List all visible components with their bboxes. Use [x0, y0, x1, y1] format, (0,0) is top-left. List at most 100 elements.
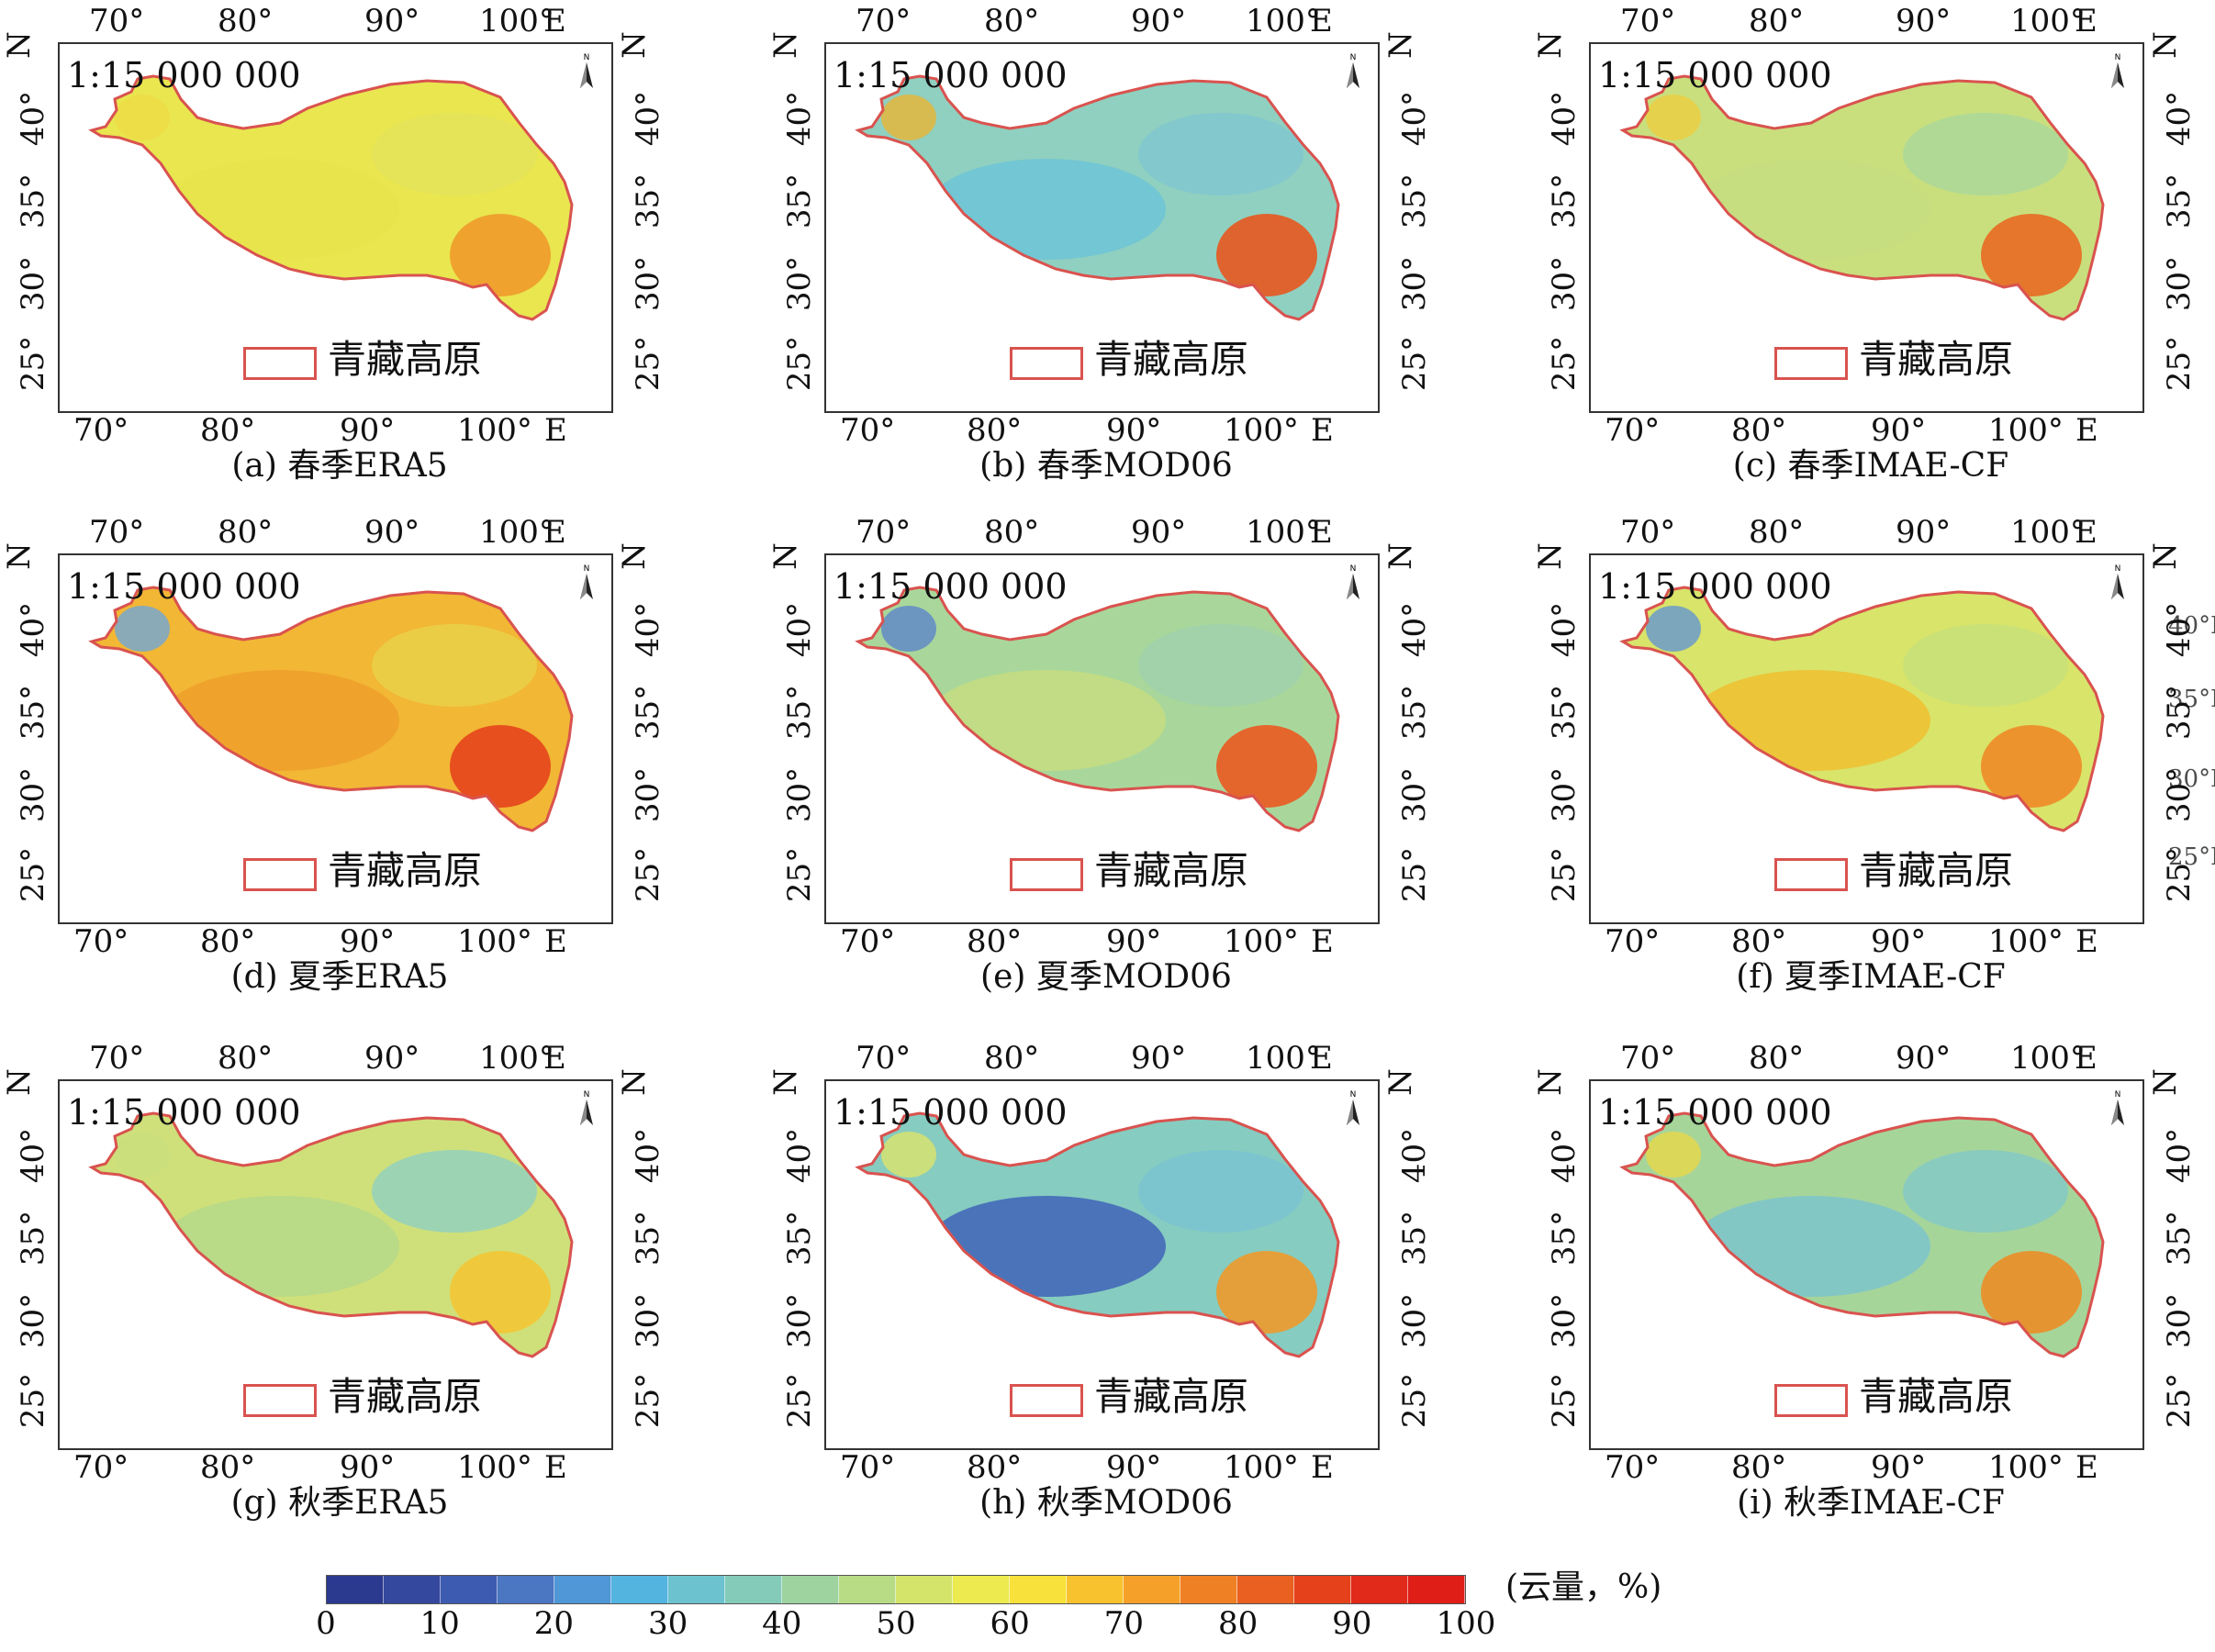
- colorbar-segment: [839, 1576, 896, 1603]
- top-tick: 70°: [856, 3, 912, 39]
- map-panel: 70° 80° 90° 100° E 70° 80° 90° 100° E N 40° 35° 30° 25…: [1531, 511, 2215, 1007]
- right-tick: 40°: [630, 90, 667, 147]
- top-tick: 70°: [89, 514, 145, 551]
- right-tick: 25°: [630, 335, 667, 392]
- panel-caption: (c) 春季IMAE-CF: [1732, 447, 2009, 485]
- right-tick: 40°: [1396, 90, 1434, 147]
- north-letter: N: [2115, 1090, 2121, 1099]
- bottom-tick: 90°: [1871, 412, 1927, 449]
- right-tick: N: [615, 31, 653, 59]
- left-tick: 25°: [1546, 1372, 1583, 1429]
- colorbar-segment: [953, 1576, 1010, 1603]
- north-letter: N: [1350, 564, 1357, 574]
- panel-caption: (b) 春季MOD06: [979, 447, 1233, 485]
- left-tick: 35°: [15, 1210, 52, 1267]
- north-arrow-icon: N: [1347, 1090, 1359, 1125]
- map-panel: 70° 80° 90° 100° E 70° 80° 90° 100° E N 40° 35° 30° 25…: [766, 0, 1446, 496]
- right-tick: 40°: [1396, 1127, 1434, 1184]
- bottom-tick: 90°: [340, 923, 396, 960]
- bottom-tick: E: [544, 923, 567, 960]
- left-tick: 40°: [781, 601, 819, 658]
- top-tick: 80°: [1749, 514, 1805, 551]
- colorbar-tick-label: 50: [876, 1605, 916, 1642]
- panel-caption: (i) 秋季IMAE-CF: [1737, 1484, 2005, 1522]
- colorbar-tick-label: 90: [1332, 1605, 1372, 1642]
- map-frame: 1:15 000 000 N 青藏高原: [1589, 553, 2144, 924]
- colorbar-tick-label: 80: [1217, 1605, 1259, 1642]
- bottom-tick: 90°: [1871, 1449, 1927, 1486]
- north-arrow-icon: N: [580, 53, 593, 88]
- bottom-tick: 100°: [1988, 923, 2064, 960]
- bottom-tick: E: [1311, 412, 1334, 449]
- left-tick: 40°: [781, 90, 819, 147]
- right-tick: 25°: [630, 846, 667, 903]
- cloud-map: [1619, 74, 2105, 321]
- top-tick: E: [1310, 1040, 1333, 1077]
- map-panel: 70° 80° 90° 100° E 70° 80° 90° 100° E N 40° 35° 30° 25…: [0, 0, 679, 496]
- right-tick: 25°: [2161, 1372, 2198, 1429]
- cloud-map: [1619, 586, 2105, 832]
- colorbar-segment: [441, 1576, 498, 1603]
- right-tick: 30°: [1396, 255, 1434, 312]
- panel-caption: (h) 秋季MOD06: [979, 1484, 1233, 1522]
- colorbar-tick-label: 0: [316, 1605, 336, 1642]
- colorbar-tick-label: 20: [533, 1605, 575, 1642]
- left-tick: 35°: [1546, 684, 1583, 741]
- left-tick: 25°: [15, 335, 52, 392]
- left-tick: 30°: [15, 766, 52, 823]
- right-tick: N: [1382, 542, 1419, 570]
- scale-label: 1:15 000 000: [67, 55, 301, 95]
- right-tick: N: [2146, 542, 2184, 570]
- north-letter: N: [2115, 53, 2121, 62]
- legend-label: 青藏高原: [1094, 1374, 1249, 1419]
- bottom-tick: E: [2075, 923, 2098, 960]
- right-tick: 25°: [1396, 335, 1434, 392]
- right-tick: 30°: [2161, 1292, 2198, 1349]
- bottom-tick: 70°: [1605, 1449, 1661, 1486]
- bottom-tick: 100°: [1224, 923, 1299, 960]
- left-tick: 25°: [781, 846, 819, 903]
- colorbar-segment: [1294, 1576, 1351, 1603]
- left-tick: 35°: [781, 1210, 819, 1267]
- right-tick: 35°: [1396, 173, 1434, 229]
- bottom-tick: 80°: [967, 1449, 1023, 1486]
- scale-label: 1:15 000 000: [67, 566, 301, 607]
- scale-label: 1:15 000 000: [1598, 1092, 1832, 1133]
- north-letter: N: [584, 53, 590, 62]
- right-tick: N: [615, 542, 653, 570]
- left-tick: N: [0, 31, 38, 59]
- scale-label: 1:15 000 000: [833, 1092, 1068, 1133]
- bottom-tick: 80°: [200, 412, 256, 449]
- top-tick: E: [543, 3, 566, 39]
- top-tick: 90°: [1896, 514, 1952, 551]
- north-letter: N: [2115, 564, 2121, 574]
- extra-lat-tick: 35°N: [2168, 686, 2215, 713]
- bottom-tick: 90°: [1106, 1449, 1162, 1486]
- left-tick: 40°: [1546, 90, 1583, 147]
- bottom-tick: 90°: [340, 1449, 396, 1486]
- cloud-map: [88, 74, 574, 321]
- left-tick: N: [1531, 542, 1569, 570]
- left-tick: 40°: [781, 1127, 819, 1184]
- scale-label: 1:15 000 000: [67, 1092, 301, 1133]
- colorbar-segment: [384, 1576, 441, 1603]
- right-tick: 25°: [630, 1372, 667, 1429]
- bottom-tick: 100°: [457, 923, 532, 960]
- legend-swatch: [243, 1384, 317, 1417]
- top-tick: 100°: [479, 514, 554, 551]
- left-tick: 35°: [781, 173, 819, 229]
- top-tick: E: [1310, 514, 1333, 551]
- right-tick: 30°: [630, 255, 667, 312]
- right-tick: 35°: [2161, 1210, 2198, 1267]
- bottom-tick: 80°: [1731, 412, 1787, 449]
- right-tick: 30°: [2161, 255, 2198, 312]
- left-tick: 35°: [1546, 173, 1583, 229]
- map-frame: 1:15 000 000 N 青藏高原: [58, 553, 613, 924]
- top-tick: 70°: [856, 1040, 912, 1077]
- left-tick: 35°: [781, 684, 819, 741]
- scale-label: 1:15 000 000: [833, 55, 1068, 95]
- legend-swatch: [1010, 347, 1083, 380]
- left-tick: 30°: [781, 1292, 819, 1349]
- panel-caption: (a) 春季ERA5: [231, 447, 448, 485]
- map-panel: 70° 80° 90° 100° E 70° 80° 90° 100° E N 40° 35° 30° 25…: [0, 511, 679, 1007]
